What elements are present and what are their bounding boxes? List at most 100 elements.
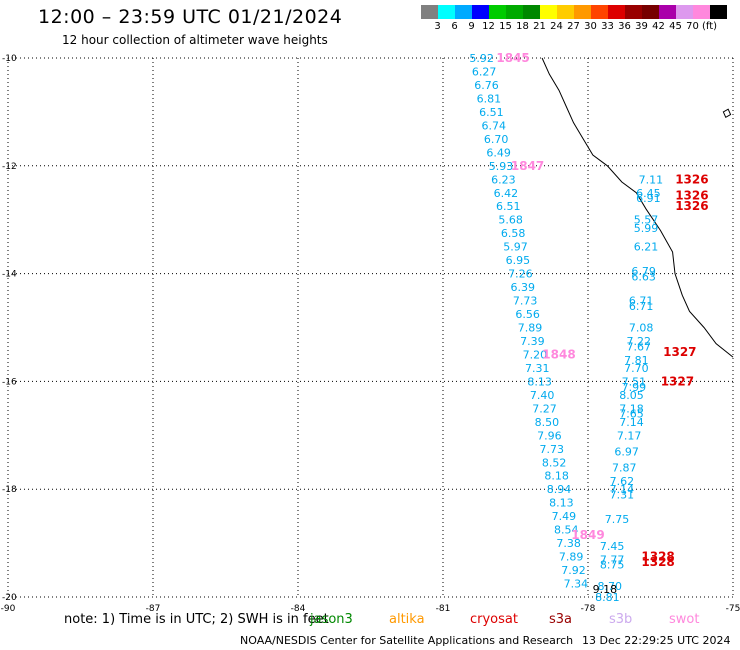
lat-tick-label: -18 xyxy=(2,485,17,495)
wave-height-value: 6.49 xyxy=(486,146,511,159)
pass-time-label: 1327 xyxy=(661,374,694,388)
wave-height-value: 6.58 xyxy=(501,227,526,240)
wave-height-value: 8.50 xyxy=(535,416,560,429)
wave-height-value: 8.05 xyxy=(619,389,644,402)
wave-height-value: 8.13 xyxy=(549,497,574,510)
colorbar-tick-label: 12 xyxy=(482,21,495,32)
colorbar-swatch xyxy=(676,5,693,19)
wave-height-value: 8.81 xyxy=(595,591,620,604)
colorbar-tick-label: 33 xyxy=(601,21,614,32)
colorbar-swatch xyxy=(710,5,727,19)
colorbar-tick-label: 3 xyxy=(434,21,441,32)
lat-tick-label: -12 xyxy=(2,162,17,172)
wave-height-value: 6.91 xyxy=(636,192,661,205)
wave-height-value: 7.40 xyxy=(530,389,555,402)
wave-height-value: 6.71 xyxy=(629,300,654,313)
wave-height-value: 6.39 xyxy=(511,281,536,294)
wave-height-value: 7.87 xyxy=(612,462,637,475)
wave-height-value: 7.27 xyxy=(532,402,557,415)
wave-height-value: 7.39 xyxy=(520,335,545,348)
wave-height-value: 6.74 xyxy=(482,119,507,132)
wave-height-value: 6.81 xyxy=(477,92,502,105)
satellite-legend-cryosat: cryosat xyxy=(470,612,518,627)
pass-time-label: 1848 xyxy=(542,347,575,361)
wave-height-value: 7.49 xyxy=(552,510,577,523)
wave-height-value: 6.95 xyxy=(506,254,531,267)
wave-height-value: 8.18 xyxy=(544,470,569,483)
wave-height-value: 5.97 xyxy=(503,241,528,254)
colorbar-swatch xyxy=(489,5,506,19)
colorbar-swatch xyxy=(574,5,591,19)
wave-height-value: 6.21 xyxy=(634,241,659,254)
colorbar-swatch xyxy=(557,5,574,19)
map-subtitle: 12 hour collection of altimeter wave hei… xyxy=(62,33,328,47)
lat-tick-label: -14 xyxy=(2,270,17,280)
lat-lon-grid xyxy=(7,57,734,598)
coastline-line xyxy=(541,57,734,358)
colorbar-tick-label: 18 xyxy=(516,21,529,32)
wave-height-value: 7.81 xyxy=(624,354,649,367)
wave-height-value: 8.52 xyxy=(542,456,567,469)
pass-time-label: 1326 xyxy=(675,188,708,202)
satellite-legend-s3b: s3b xyxy=(609,612,633,627)
satellite-legend-jason3: jason3 xyxy=(310,612,353,627)
wave-height-values: 5.926.276.766.816.516.746.706.495.936.23… xyxy=(469,51,708,604)
wave-height-value: 7.31 xyxy=(525,362,550,375)
lat-tick-label: -20 xyxy=(2,593,17,603)
wave-height-value: 5.99 xyxy=(634,222,659,235)
wave-height-value: 7.17 xyxy=(617,429,642,442)
wave-height-value: 6.42 xyxy=(494,187,519,200)
colorbar-swatch xyxy=(523,5,540,19)
lon-tick-label: -75 xyxy=(726,604,740,614)
lat-tick-label: -10 xyxy=(2,54,17,64)
island-outline xyxy=(722,108,732,118)
wave-height-value: 7.96 xyxy=(537,429,562,442)
wave-height-value: 6.51 xyxy=(479,106,504,119)
wave-height-value: 7.34 xyxy=(564,578,589,591)
wave-height-value: 7.67 xyxy=(627,340,652,353)
satellite-legend-altika: altika xyxy=(389,612,425,627)
wave-height-value: 7.08 xyxy=(629,322,654,335)
wave-height-value: 7.51 xyxy=(622,375,647,388)
wave-height-value: 6.63 xyxy=(631,270,656,283)
footer-note: note: 1) Time is in UTC; 2) SWH is in fe… xyxy=(64,612,329,627)
colorbar-tick-label: (ft) xyxy=(701,21,718,32)
wave-height-value: 7.75 xyxy=(605,513,630,526)
wave-height-value: 7.26 xyxy=(508,268,533,281)
satellite-legend-s3a: s3a xyxy=(549,612,573,627)
wave-height-value: 6.56 xyxy=(515,308,540,321)
lon-tick-label: -84 xyxy=(291,604,306,614)
wave-height-value: 8.13 xyxy=(527,375,552,388)
wave-height-value: 7.92 xyxy=(561,564,586,577)
wave-height-value: 6.23 xyxy=(491,173,516,186)
pass-time-label: 1849 xyxy=(571,528,604,542)
wave-height-value: 8.75 xyxy=(600,559,625,572)
wave-height-value: 8.70 xyxy=(598,580,623,593)
wave-height-value: 5.57 xyxy=(634,214,659,227)
wave-height-value: 7.89 xyxy=(518,322,543,335)
colorbar-swatch xyxy=(591,5,608,19)
lon-tick-label: -90 xyxy=(1,604,16,614)
wave-height-value: 7.14 xyxy=(619,416,644,429)
pass-time-label: 1328 xyxy=(641,550,674,564)
wave-height-value: 7.14 xyxy=(610,483,635,496)
wave-height-value: 7.20 xyxy=(523,348,548,361)
pass-time-label: 1328 xyxy=(641,555,674,569)
wave-height-value: 6.97 xyxy=(614,445,639,458)
wave-height-value: 8.54 xyxy=(554,524,579,537)
wave-height-value: 9.18 xyxy=(593,583,618,596)
wave-height-value: 8.94 xyxy=(547,483,572,496)
wave-height-value: 6.51 xyxy=(496,200,521,213)
pass-time-label: 1326 xyxy=(675,172,708,186)
colorbar-tick-label: 30 xyxy=(584,21,597,32)
colorbar-tick-label: 15 xyxy=(499,21,512,32)
lat-tick-label: -16 xyxy=(2,377,17,387)
colorbar-swatch xyxy=(455,5,472,19)
wave-height-value: 7.38 xyxy=(556,537,581,550)
lon-tick-label: -78 xyxy=(581,604,596,614)
wave-height-value: 7.73 xyxy=(513,295,538,308)
pass-time-label: 1845 xyxy=(496,51,529,65)
colorbar-swatch xyxy=(421,5,438,19)
pass-time-label: 1847 xyxy=(511,159,544,173)
